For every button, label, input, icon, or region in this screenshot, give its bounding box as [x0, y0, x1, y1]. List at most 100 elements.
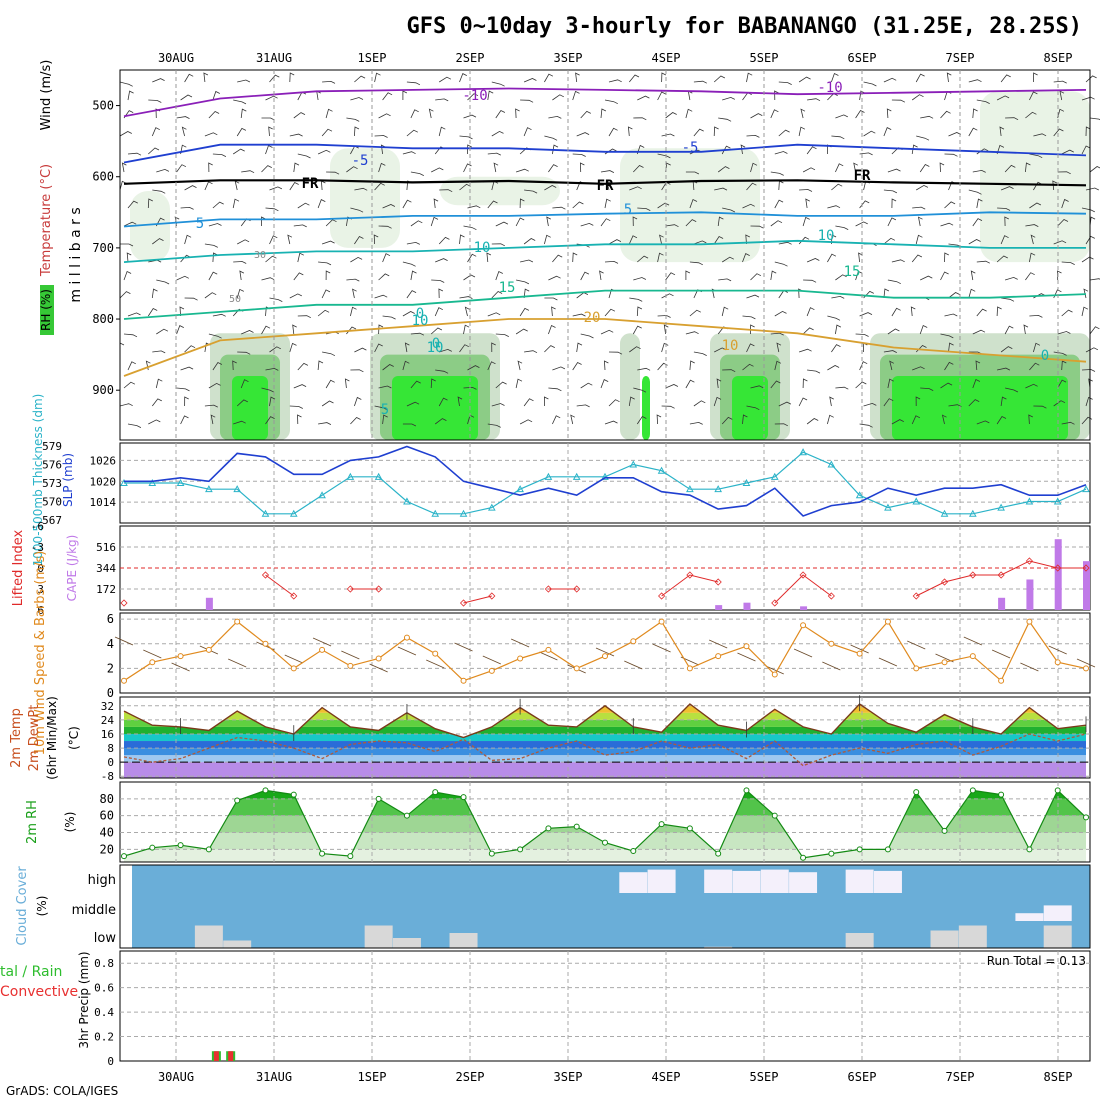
upper-wind-barb-464 — [382, 315, 396, 320]
upper-wind-barb-58 — [774, 90, 779, 101]
upper-wind-barb-334 — [659, 234, 664, 245]
upper-wind-barb-642 — [457, 396, 463, 407]
upper-wind-barb-547 — [746, 343, 755, 353]
wind-barb-25 — [822, 661, 841, 671]
upper-wind-barb-65 — [976, 99, 990, 104]
upper-wind-barb-390 — [261, 277, 275, 281]
upper-wind-barb-14 — [523, 78, 537, 83]
upper-wind-barb-232 — [746, 182, 757, 191]
upper-wind-barb-116 — [438, 126, 446, 137]
upper-wind-barb-278 — [1061, 198, 1069, 209]
upper-wind-barb-616 — [716, 378, 722, 389]
cloud-ylabel-b: (%) — [35, 896, 49, 917]
precip-panel: 0 0.2 0.4 0.6 0.8 Run Total = 0.13 tal / Rain C… — [0, 950, 1091, 1068]
upper-wind-barb-665 — [127, 423, 142, 428]
temp-band-2 — [124, 748, 1086, 756]
upper-wind-barb-173 — [1061, 149, 1074, 155]
upper-wind-barb-538 — [491, 342, 496, 353]
upper-wind-barb-224 — [524, 189, 538, 194]
upper-wind-barb-243 — [1052, 180, 1057, 191]
upper-wind-barb-72 — [176, 116, 190, 119]
upper-wind-barb-323 — [354, 235, 364, 245]
upper-wind-barb-27 — [883, 77, 897, 83]
thickness-point-25 — [827, 460, 836, 468]
upper-wind-barb-192 — [600, 170, 615, 173]
upper-wind-barb-382 — [1029, 252, 1036, 263]
upper-wind-barb-240 — [968, 189, 982, 195]
rh-2m-point-16 — [573, 823, 580, 830]
upper-ylabel-units: m i l l i b a r s — [68, 207, 84, 302]
upper-wind-barb-506 — [580, 333, 594, 339]
upper-wind-barb-62 — [891, 99, 906, 103]
upper-wind-barb-466 — [434, 307, 443, 317]
contour-label-21: 0 — [1041, 348, 1049, 364]
upper-wind-barb-648 — [628, 396, 635, 407]
upper-wind-barb-200 — [835, 163, 844, 173]
upper-wind-barb-306 — [855, 221, 868, 227]
upper-wind-barb-546 — [714, 347, 727, 353]
rh-2m-point-14 — [517, 846, 524, 853]
upper-wind-barb-429 — [374, 294, 388, 299]
upper-wind-barb-183 — [346, 166, 358, 173]
upper-wind-barb-536 — [439, 348, 452, 353]
upper-wind-barb-193 — [633, 165, 644, 173]
upper-wind-barb-403 — [633, 277, 647, 281]
rh-2m-point-21 — [715, 850, 722, 857]
upper-wind-barb-21 — [713, 75, 726, 83]
li-point-0 — [120, 599, 128, 607]
upper-wind-barb-563 — [212, 361, 223, 371]
upper-wind-barb-389 — [239, 270, 245, 281]
upper-wind-barb-645 — [544, 396, 549, 406]
upper-wind-barb-24 — [798, 76, 811, 83]
upper-wind-barb-470 — [551, 306, 556, 317]
upper-wind-barb-581 — [722, 369, 736, 373]
rh-2m-point-17 — [602, 839, 608, 846]
upper-wind-barb-132 — [883, 127, 892, 137]
upper-wind-barb-88 — [633, 117, 647, 121]
upper-wind-barb-337 — [745, 234, 750, 245]
wind-barb-21 — [708, 639, 728, 649]
rh-ytick-2: 60 — [100, 809, 114, 823]
slp-ytick-2: 1026 — [90, 454, 117, 467]
upper-wind-barb-501 — [430, 327, 443, 335]
upper-wind-barb-477 — [742, 315, 756, 320]
cloud-low-26 — [845, 933, 874, 948]
upper-wind-barb-99 — [940, 110, 951, 119]
upper-wind-barb-623 — [920, 387, 934, 391]
upper-wind-barb-356 — [297, 252, 304, 263]
upper-wind-barb-111 — [289, 133, 303, 137]
li-point-23 — [771, 599, 779, 607]
wind-speed-line — [123, 620, 1087, 682]
upper-wind-barb-601 — [293, 384, 307, 389]
upper-ylabel-wind: Wind (m/s) — [39, 60, 54, 131]
upper-wind-barb-485 — [976, 308, 987, 317]
upper-wind-barb-690 — [827, 414, 834, 425]
upper-wind-barb-260 — [552, 206, 566, 210]
upper-wind-barb-300 — [685, 219, 697, 227]
contour-label-13: 20 — [584, 310, 601, 326]
upper-wind-barb-208 — [1057, 171, 1071, 175]
upper-wind-barb-329 — [523, 238, 536, 245]
isotherm-4 — [123, 239, 1086, 263]
upper-wind-barb-279 — [1081, 207, 1095, 213]
upper-wind-barb-606 — [430, 378, 436, 389]
cloud-high-18 — [619, 872, 648, 893]
upper-wind-barb-122 — [608, 127, 618, 137]
wind-speed-point-7 — [319, 646, 326, 653]
precip-frame — [119, 950, 1091, 1062]
upper-wind-barb-603 — [344, 378, 350, 389]
thick-ytick-0: 567 — [42, 514, 62, 527]
wind-speed-point-32 — [1026, 618, 1033, 625]
contour-label-22: 5 — [381, 402, 389, 418]
upper-wind-barb-698 — [1061, 421, 1075, 425]
upper-wind-barb-255 — [402, 199, 412, 209]
upper-wind-barb-285 — [261, 216, 266, 226]
cloud-high-22 — [732, 870, 761, 893]
upper-wind-barb-73 — [208, 111, 220, 119]
wind-speed-point-1 — [149, 659, 156, 666]
wind-speed-point-4 — [234, 618, 241, 625]
upper-wind-barb-345 — [968, 239, 981, 245]
upper-wind-barb-539 — [524, 350, 538, 354]
upper-wind-barb-101 — [1005, 117, 1019, 121]
upper-wind-barb-534 — [374, 343, 383, 353]
